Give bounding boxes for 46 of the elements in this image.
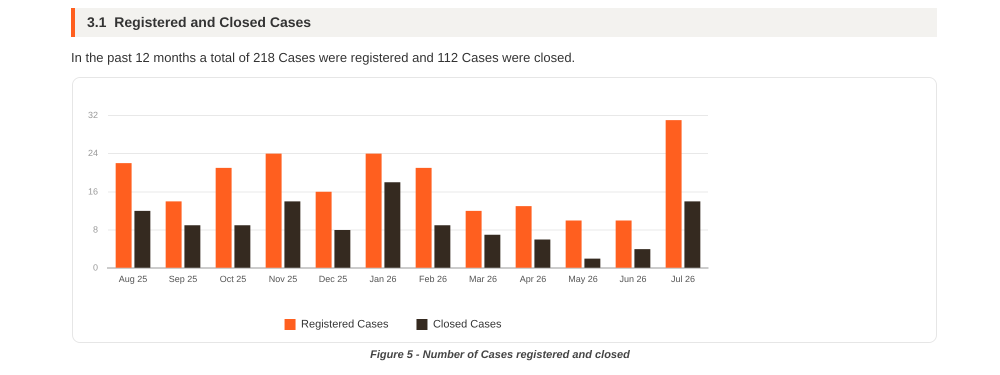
bar — [184, 225, 200, 268]
caption: Figure 5 - Number of Cases registered and closed — [369, 349, 631, 361]
legend-label: Closed Cases — [432, 318, 502, 331]
bar — [566, 220, 582, 268]
y-tick-label: 24 — [88, 148, 98, 158]
bar — [266, 154, 282, 268]
x-tick-label: Oct 25 — [220, 274, 246, 284]
legend-label: Registered Cases — [301, 318, 389, 331]
x-tick-label: Jan 26 — [369, 274, 397, 284]
bar — [534, 240, 550, 268]
bar — [334, 230, 350, 268]
bar — [634, 249, 650, 268]
x-tick-label: Aug 25 — [118, 274, 148, 284]
y-tick-label: 0 — [92, 262, 98, 273]
chart-title: 3.1 Registered and Closed Cases — [71, 8, 937, 37]
bar — [366, 154, 382, 268]
x-tick-label: Jul 26 — [670, 274, 696, 284]
bar — [666, 120, 682, 268]
chart-subtitle: In the past 12 months a total of 218 Cases were registered and 112 Cases were closed. — [71, 50, 576, 65]
bar — [416, 168, 432, 268]
x-tick-label: Sep 25 — [168, 274, 198, 284]
x-tick-label: Apr 26 — [520, 274, 546, 284]
bar — [616, 220, 632, 268]
bar — [134, 210, 150, 268]
x-tick-label: Mar 26 — [468, 274, 498, 284]
x-tick-label: Dec 25 — [318, 274, 348, 284]
bar — [166, 201, 182, 268]
x-tick-label: Nov 25 — [268, 274, 298, 284]
y-tick-label: 32 — [88, 110, 98, 120]
bar — [484, 234, 500, 268]
bar — [234, 225, 250, 268]
bar — [684, 201, 700, 268]
x-tick-label: May 26 — [568, 274, 598, 284]
y-tick-label: 8 — [92, 224, 98, 234]
x-tick-label: Jun 26 — [619, 274, 647, 284]
x-tick-label: Feb 26 — [418, 274, 448, 284]
y-tick-label: 16 — [88, 186, 98, 196]
bar — [284, 201, 300, 268]
bar — [466, 210, 482, 268]
bar — [116, 163, 132, 268]
bar — [584, 258, 600, 268]
bar — [216, 168, 232, 268]
bar — [516, 206, 532, 268]
bar — [434, 225, 450, 268]
bar — [316, 192, 332, 268]
bar — [384, 182, 400, 268]
